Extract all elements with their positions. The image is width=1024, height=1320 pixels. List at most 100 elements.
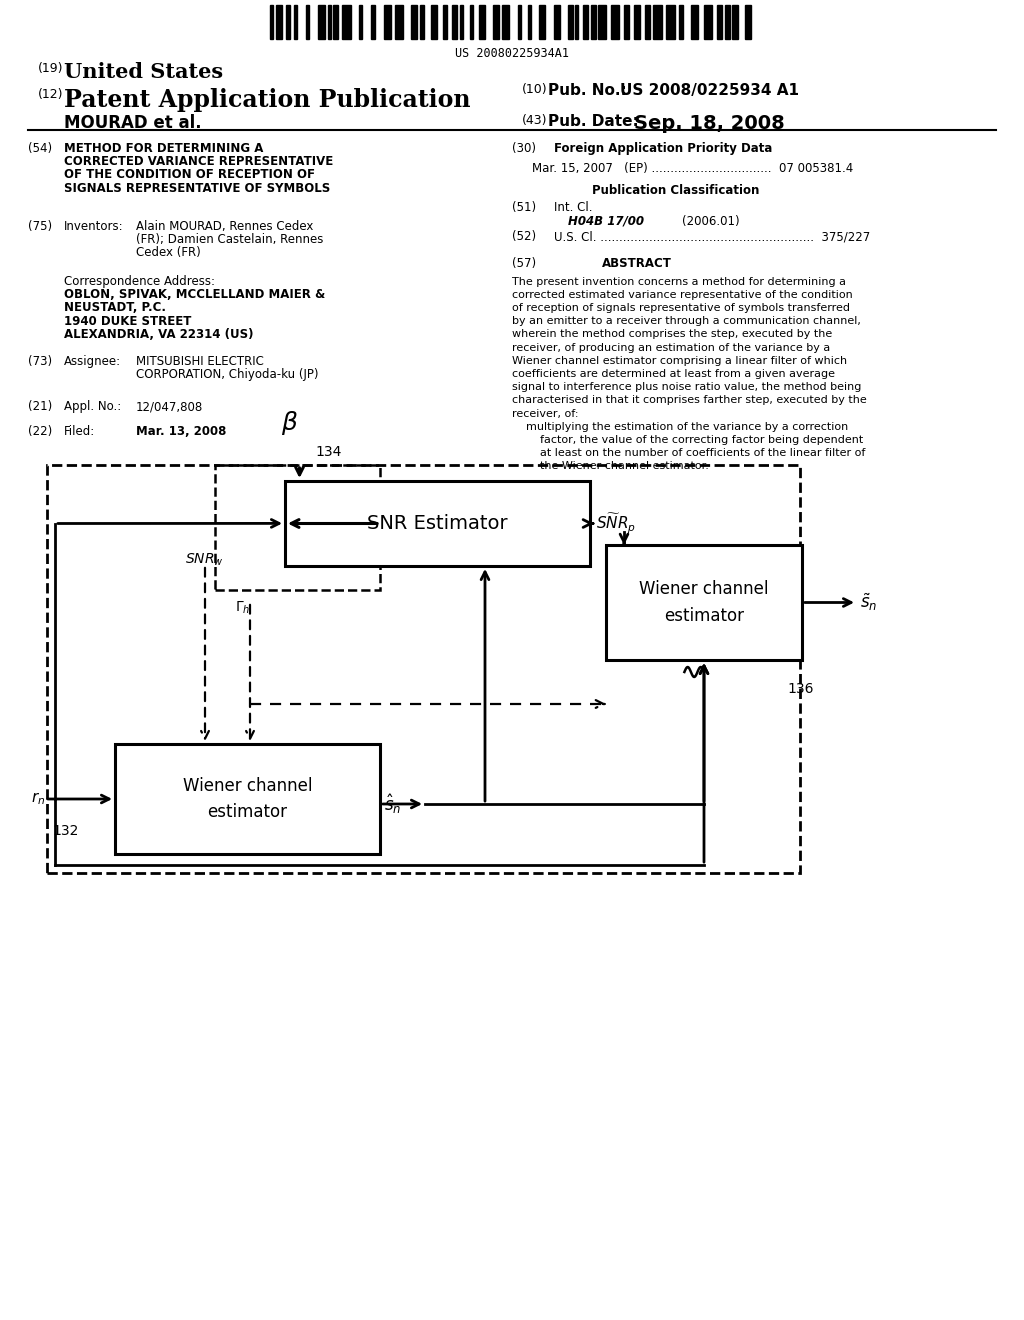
Text: (10): (10)	[522, 83, 548, 96]
Text: $SNR_w$: $SNR_w$	[185, 552, 224, 568]
Bar	[479, 5, 484, 40]
Text: $\tilde{s}_n$: $\tilde{s}_n$	[860, 591, 878, 614]
Text: ABSTRACT: ABSTRACT	[602, 257, 672, 269]
Text: METHOD FOR DETERMINING A: METHOD FOR DETERMINING A	[63, 143, 263, 154]
Bar	[690, 5, 697, 40]
Bar	[598, 5, 605, 40]
Text: $\Gamma_h$: $\Gamma_h$	[234, 601, 251, 616]
Bar	[334, 5, 338, 40]
Text: characterised in that it comprises farther step, executed by the: characterised in that it comprises farth…	[512, 396, 866, 405]
Bar	[412, 5, 417, 40]
Bar	[568, 5, 572, 40]
Text: Cedex (FR): Cedex (FR)	[136, 247, 201, 260]
Bar	[554, 5, 559, 40]
Text: Int. Cl.: Int. Cl.	[554, 202, 593, 214]
Text: (30): (30)	[512, 143, 536, 154]
Text: (54): (54)	[28, 143, 52, 154]
Text: MOURAD et al.: MOURAD et al.	[63, 114, 202, 132]
Text: Pub. Date:: Pub. Date:	[548, 114, 639, 129]
Bar	[717, 5, 722, 40]
Text: (19): (19)	[38, 62, 63, 75]
Text: $\hat{s}_n$: $\hat{s}_n$	[384, 792, 401, 816]
Bar	[575, 5, 579, 40]
Bar	[395, 5, 402, 40]
Text: Publication Classification: Publication Classification	[592, 185, 760, 197]
Text: Inventors:: Inventors:	[63, 220, 124, 234]
Text: (2006.01): (2006.01)	[682, 215, 739, 227]
Bar	[606, 545, 802, 660]
Bar	[635, 5, 640, 40]
Bar	[270, 5, 272, 40]
Text: Sep. 18, 2008: Sep. 18, 2008	[634, 114, 784, 133]
Bar	[275, 5, 282, 40]
Text: the Wiener channel estimator.: the Wiener channel estimator.	[512, 462, 709, 471]
Text: signal to interference plus noise ratio value, the method being: signal to interference plus noise ratio …	[512, 383, 861, 392]
Text: Wiener channel
estimator: Wiener channel estimator	[639, 581, 769, 624]
Text: H04B 17/00: H04B 17/00	[568, 215, 644, 227]
Bar	[460, 5, 463, 40]
Bar	[470, 5, 473, 40]
Text: $S\widetilde{N}R_p$: $S\widetilde{N}R_p$	[596, 511, 636, 536]
Bar	[644, 5, 650, 40]
Text: coefficients are determined at least from a given average: coefficients are determined at least fro…	[512, 370, 835, 379]
Text: (51): (51)	[512, 202, 537, 214]
Text: MITSUBISHI ELECTRIC: MITSUBISHI ELECTRIC	[136, 355, 264, 368]
Text: (22): (22)	[28, 425, 52, 438]
Text: (21): (21)	[28, 400, 52, 413]
Text: $r_n$: $r_n$	[31, 791, 45, 808]
Bar	[306, 5, 309, 40]
Text: Appl. No.:: Appl. No.:	[63, 400, 121, 413]
Text: ALEXANDRIA, VA 22314 (US): ALEXANDRIA, VA 22314 (US)	[63, 327, 254, 341]
Bar	[591, 5, 596, 40]
Bar	[745, 5, 752, 40]
Text: Wiener channel
estimator: Wiener channel estimator	[182, 776, 312, 821]
Bar	[317, 5, 325, 40]
Bar	[295, 5, 297, 40]
Text: receiver, of:: receiver, of:	[512, 409, 579, 418]
Bar	[342, 5, 350, 40]
Bar	[285, 480, 590, 566]
Text: Foreign Application Priority Data: Foreign Application Priority Data	[554, 143, 772, 154]
Bar	[494, 5, 499, 40]
Bar	[359, 5, 362, 40]
Bar	[679, 5, 683, 40]
Bar	[611, 5, 618, 40]
Bar	[452, 5, 458, 40]
Bar	[653, 5, 662, 40]
Text: Assignee:: Assignee:	[63, 355, 121, 368]
Text: 132: 132	[52, 824, 79, 838]
Bar	[527, 5, 530, 40]
Text: by an emitter to a receiver through a communication channel,: by an emitter to a receiver through a co…	[512, 317, 861, 326]
Text: NEUSTADT, P.C.: NEUSTADT, P.C.	[63, 301, 166, 314]
Text: receiver, of producing an estimation of the variance by a: receiver, of producing an estimation of …	[512, 343, 830, 352]
Bar	[502, 5, 509, 40]
Text: Patent Application Publication: Patent Application Publication	[63, 88, 470, 112]
Text: US 2008/0225934 A1: US 2008/0225934 A1	[620, 83, 799, 98]
Bar	[47, 465, 800, 873]
Bar	[286, 5, 290, 40]
Text: 134: 134	[315, 445, 342, 459]
Text: $\beta$: $\beta$	[281, 409, 298, 437]
Text: CORPORATION, Chiyoda-ku (JP): CORPORATION, Chiyoda-ku (JP)	[136, 368, 318, 381]
Bar	[384, 5, 391, 40]
Text: (43): (43)	[522, 114, 548, 127]
Text: (75): (75)	[28, 220, 52, 234]
Text: OBLON, SPIVAK, MCCLELLAND MAIER &: OBLON, SPIVAK, MCCLELLAND MAIER &	[63, 288, 326, 301]
Text: US 20080225934A1: US 20080225934A1	[455, 48, 569, 59]
Text: Mar. 15, 2007   (EP) ................................  07 005381.4: Mar. 15, 2007 (EP) .....................…	[532, 162, 853, 174]
Text: OF THE CONDITION OF RECEPTION OF: OF THE CONDITION OF RECEPTION OF	[63, 169, 315, 181]
Bar	[215, 465, 380, 590]
Bar	[442, 5, 447, 40]
Text: SNR Estimator: SNR Estimator	[368, 513, 508, 533]
Text: Alain MOURAD, Rennes Cedex: Alain MOURAD, Rennes Cedex	[136, 220, 313, 234]
Bar	[420, 5, 424, 40]
Text: Mar. 13, 2008: Mar. 13, 2008	[136, 425, 226, 438]
Text: wherein the method comprises the step, executed by the: wherein the method comprises the step, e…	[512, 330, 833, 339]
Text: U.S. Cl. .........................................................  375/227: U.S. Cl. ...............................…	[554, 231, 870, 243]
Bar	[431, 5, 437, 40]
Bar	[371, 5, 375, 40]
Bar	[583, 5, 589, 40]
Text: (57): (57)	[512, 257, 537, 269]
Text: (12): (12)	[38, 88, 63, 102]
Text: of reception of signals representative of symbols transferred: of reception of signals representative o…	[512, 304, 850, 313]
